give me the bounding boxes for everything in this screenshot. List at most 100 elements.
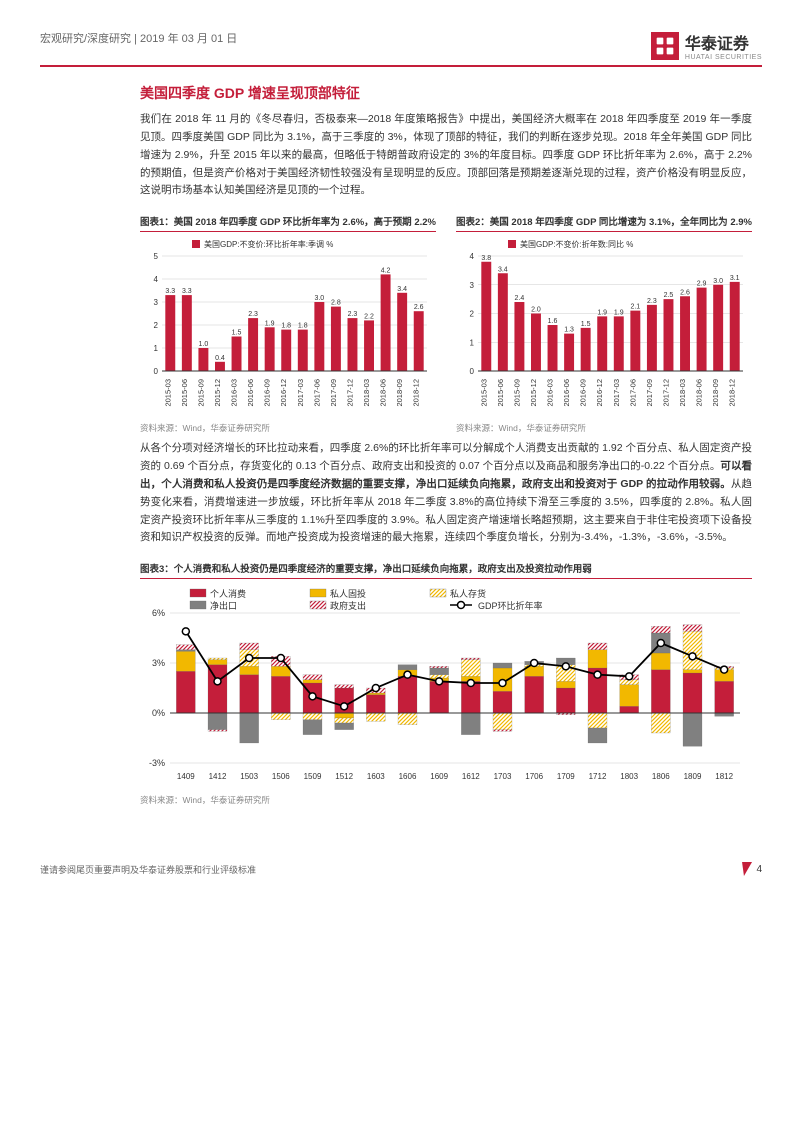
svg-text:美国GDP:不变价:折年数:同比 %: 美国GDP:不变价:折年数:同比 % <box>520 239 633 249</box>
svg-text:0%: 0% <box>152 708 165 718</box>
svg-text:1803: 1803 <box>620 772 638 781</box>
svg-text:2.9: 2.9 <box>697 281 707 288</box>
svg-text:政府支出: 政府支出 <box>330 600 366 611</box>
svg-text:3: 3 <box>154 298 159 307</box>
svg-text:2.8: 2.8 <box>331 300 341 307</box>
svg-text:3.0: 3.0 <box>314 295 324 302</box>
charts-row-1: 图表1：美国 2018 年四季度 GDP 环比折年率为 2.6%，高于预期 2.… <box>140 214 752 434</box>
svg-text:1809: 1809 <box>684 772 702 781</box>
svg-text:4.2: 4.2 <box>381 268 391 275</box>
svg-text:2016-09: 2016-09 <box>579 379 588 407</box>
svg-text:3.8: 3.8 <box>481 255 491 262</box>
chart1-plot: 012345美国GDP:不变价:环比折年率:季调 %3.32015-033.32… <box>140 238 436 418</box>
svg-text:1612: 1612 <box>462 772 480 781</box>
svg-text:2.5: 2.5 <box>664 292 674 299</box>
section-title: 美国四季度 GDP 增速呈现顶部特征 <box>140 83 752 103</box>
svg-text:3%: 3% <box>152 658 165 668</box>
svg-text:2018-03: 2018-03 <box>678 379 687 407</box>
chart3-plot: -3%0%3%6%个人消费私人固投私人存货净出口政府支出GDP环比折年率1409… <box>140 585 752 790</box>
svg-text:1.9: 1.9 <box>614 310 624 317</box>
svg-text:3.1: 3.1 <box>730 275 740 282</box>
svg-text:1712: 1712 <box>589 772 607 781</box>
svg-text:1.5: 1.5 <box>581 321 591 328</box>
chart1-source: 资料来源：Wind，华泰证券研究所 <box>140 422 436 434</box>
svg-text:1.3: 1.3 <box>564 327 574 334</box>
svg-text:2018-06: 2018-06 <box>379 379 388 407</box>
svg-text:1606: 1606 <box>399 772 417 781</box>
svg-text:2016-06: 2016-06 <box>562 379 571 407</box>
svg-text:1709: 1709 <box>557 772 575 781</box>
svg-text:2016-12: 2016-12 <box>279 379 288 407</box>
svg-text:2018-09: 2018-09 <box>395 379 404 407</box>
svg-text:2.4: 2.4 <box>515 295 525 302</box>
svg-text:2: 2 <box>154 321 159 330</box>
svg-text:4: 4 <box>154 275 159 284</box>
chart2-plot: 01234美国GDP:不变价:折年数:同比 %3.82015-033.42015… <box>456 238 752 418</box>
logo-icon <box>651 32 679 60</box>
header-divider <box>40 65 762 67</box>
svg-text:2015-03: 2015-03 <box>479 379 488 407</box>
svg-text:0.4: 0.4 <box>215 355 225 362</box>
svg-text:1509: 1509 <box>304 772 322 781</box>
page-number: 4 <box>756 864 762 875</box>
svg-text:2017-09: 2017-09 <box>645 379 654 407</box>
svg-text:2.3: 2.3 <box>348 311 358 318</box>
svg-text:2015-09: 2015-09 <box>196 379 205 407</box>
svg-text:1412: 1412 <box>209 772 227 781</box>
svg-text:0: 0 <box>154 367 159 376</box>
svg-text:2018-12: 2018-12 <box>412 379 421 407</box>
svg-text:3.4: 3.4 <box>498 266 508 273</box>
svg-text:私人固投: 私人固投 <box>330 588 366 599</box>
svg-text:1.5: 1.5 <box>232 330 242 337</box>
svg-text:2015-12: 2015-12 <box>213 379 222 407</box>
header-category-date: 宏观研究/深度研究 | 2019 年 03 月 01 日 <box>40 30 237 46</box>
svg-text:0: 0 <box>470 367 475 376</box>
svg-text:2018-12: 2018-12 <box>728 379 737 407</box>
svg-text:2016-03: 2016-03 <box>546 379 555 407</box>
svg-text:2015-06: 2015-06 <box>180 379 189 407</box>
svg-text:2017-12: 2017-12 <box>661 379 670 407</box>
svg-text:2016-12: 2016-12 <box>595 379 604 407</box>
svg-text:2.2: 2.2 <box>364 314 374 321</box>
svg-text:个人消费: 个人消费 <box>210 588 246 599</box>
company-logo: 华泰证券 HUATAI SECURITIES <box>651 30 762 61</box>
paragraph-1: 我们在 2018 年 11 月的《冬尽春归，否极泰来—2018 年度策略报告》中… <box>140 111 752 200</box>
svg-text:1.6: 1.6 <box>548 318 558 325</box>
chart1-container: 图表1：美国 2018 年四季度 GDP 环比折年率为 2.6%，高于预期 2.… <box>140 214 436 434</box>
svg-text:1512: 1512 <box>335 772 353 781</box>
svg-text:2.6: 2.6 <box>680 289 690 296</box>
svg-text:1609: 1609 <box>430 772 448 781</box>
company-name: 华泰证券 <box>685 30 762 54</box>
svg-text:2: 2 <box>470 310 475 319</box>
svg-text:5: 5 <box>154 252 159 261</box>
svg-text:1409: 1409 <box>177 772 195 781</box>
svg-text:2015-12: 2015-12 <box>529 379 538 407</box>
svg-text:1.9: 1.9 <box>597 310 607 317</box>
svg-text:2015-09: 2015-09 <box>512 379 521 407</box>
svg-text:2017-03: 2017-03 <box>612 379 621 407</box>
svg-text:2017-06: 2017-06 <box>628 379 637 407</box>
svg-text:1.8: 1.8 <box>298 323 308 330</box>
svg-text:1812: 1812 <box>715 772 733 781</box>
svg-text:3.3: 3.3 <box>182 288 192 295</box>
doc-category: 宏观研究/深度研究 <box>40 33 131 45</box>
svg-text:2018-03: 2018-03 <box>362 379 371 407</box>
svg-text:2016-06: 2016-06 <box>246 379 255 407</box>
svg-text:2016-09: 2016-09 <box>263 379 272 407</box>
svg-text:私人存货: 私人存货 <box>450 588 486 599</box>
chart3-source: 资料来源：Wind，华泰证券研究所 <box>140 794 752 806</box>
svg-text:-3%: -3% <box>149 758 165 768</box>
svg-text:1: 1 <box>154 344 159 353</box>
svg-text:2015-03: 2015-03 <box>163 379 172 407</box>
svg-text:1.8: 1.8 <box>281 323 291 330</box>
chart3-container: 图表3：个人消费和私人投资仍是四季度经济的重要支撑，净出口延续负向拖累，政府支出… <box>140 561 752 806</box>
chart2-title: 图表2：美国 2018 年四季度 GDP 同比增速为 3.1%，全年同比为 2.… <box>456 214 752 232</box>
svg-text:美国GDP:不变价:环比折年率:季调 %: 美国GDP:不变价:环比折年率:季调 % <box>204 239 333 249</box>
svg-text:净出口: 净出口 <box>210 600 237 611</box>
svg-text:1.0: 1.0 <box>199 341 209 348</box>
svg-text:3.4: 3.4 <box>397 286 407 293</box>
svg-text:6%: 6% <box>152 608 165 618</box>
svg-text:1706: 1706 <box>525 772 543 781</box>
svg-text:1503: 1503 <box>240 772 258 781</box>
chart2-container: 图表2：美国 2018 年四季度 GDP 同比增速为 3.1%，全年同比为 2.… <box>456 214 752 434</box>
